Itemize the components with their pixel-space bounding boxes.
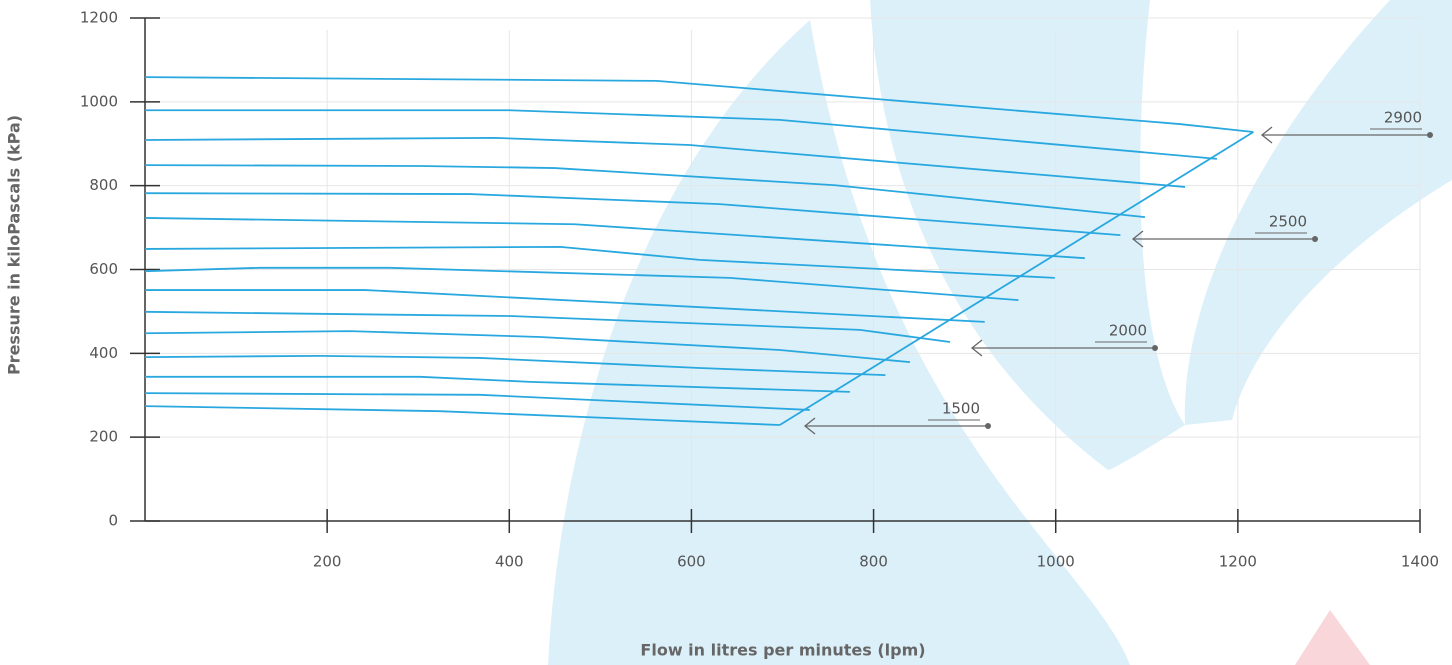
y-tick-label: 1000 [80, 92, 118, 110]
x-tick-label: 400 [495, 553, 524, 571]
x-tick-label: 1200 [1219, 553, 1257, 571]
y-axis-title: Pressure in kiloPascals (kPa) [5, 115, 24, 375]
y-tick-label: 200 [89, 428, 118, 446]
x-tick-label: 200 [313, 553, 342, 571]
logo-blade [1185, 0, 1452, 425]
x-tick-label: 800 [859, 553, 888, 571]
page: Flow in litres per minutes (lpm) Pressur… [0, 0, 1452, 665]
y-tick-label: 1200 [80, 9, 118, 27]
callout-dot [1152, 345, 1158, 351]
y-tick-label: 400 [89, 344, 118, 362]
callout-dot [1312, 236, 1318, 242]
logo-accent [1295, 610, 1370, 665]
callout-label: 2000 [1109, 322, 1147, 340]
x-axis-title: Flow in litres per minutes (lpm) [640, 641, 925, 660]
y-tick-label: 800 [89, 176, 118, 194]
callout-dot [1427, 132, 1433, 138]
y-tick-label: 600 [89, 260, 118, 278]
x-tick-label: 1400 [1401, 553, 1439, 571]
x-tick-label: 600 [677, 553, 706, 571]
callout-dot [985, 423, 991, 429]
callout-label: 2900 [1384, 109, 1422, 127]
y-tick-label: 0 [108, 512, 118, 530]
callout-label: 2500 [1269, 213, 1307, 231]
x-tick-label: 1000 [1037, 553, 1075, 571]
callout-label: 1500 [942, 400, 980, 418]
chart: Flow in litres per minutes (lpm) Pressur… [0, 0, 1452, 665]
